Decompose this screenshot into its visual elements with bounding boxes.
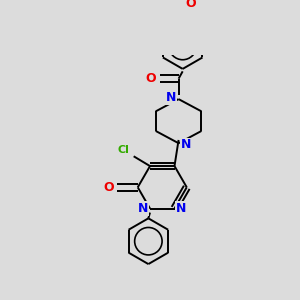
Text: Cl: Cl xyxy=(118,145,130,155)
Text: O: O xyxy=(185,0,196,10)
Text: O: O xyxy=(103,181,114,194)
Text: O: O xyxy=(146,72,156,85)
Text: N: N xyxy=(176,202,186,215)
Text: N: N xyxy=(138,202,149,215)
Text: N: N xyxy=(166,91,176,104)
Text: N: N xyxy=(181,138,191,151)
